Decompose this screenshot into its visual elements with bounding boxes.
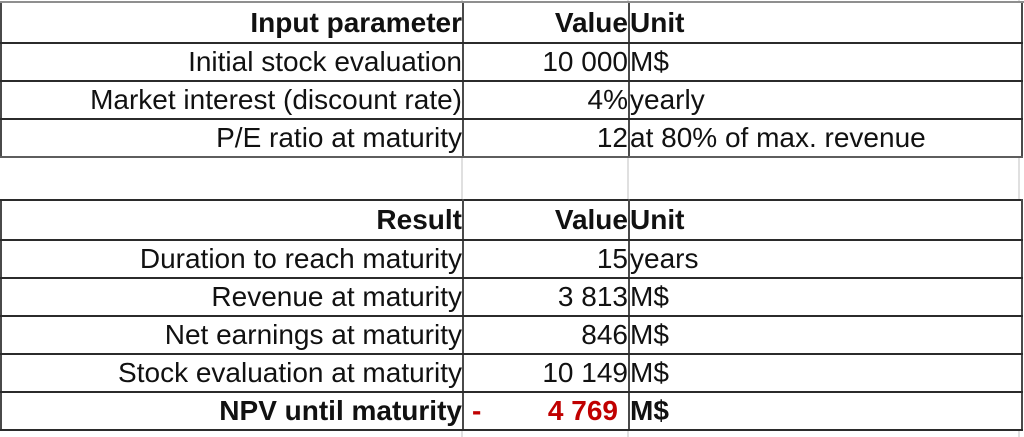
unit-cell[interactable]: at 80% of max. revenue (628, 118, 1023, 158)
unit-cell[interactable]: M$ (628, 353, 1023, 393)
value-cell[interactable]: 4% (462, 80, 630, 120)
npv-unit-cell[interactable]: M$ (628, 391, 1023, 431)
gridline-horizontal-top (0, 1, 1024, 3)
param-cell[interactable]: Net earnings at maturity (0, 315, 464, 355)
unit-cell[interactable]: M$ (628, 277, 1023, 317)
header-unit-cell[interactable]: Unit (628, 3, 1023, 44)
header-value-cell[interactable]: Value (462, 199, 630, 241)
header-value-cell[interactable]: Value (462, 3, 630, 44)
table-row: Market interest (discount rate) 4% yearl… (0, 80, 1023, 120)
accounting-format-value: - 4 769 (464, 395, 628, 427)
npv-param-cell[interactable]: NPV until maturity (0, 391, 464, 431)
value-cell[interactable]: 10 149 (462, 353, 630, 393)
npv-value-cell[interactable]: - 4 769 (462, 391, 630, 431)
header-param-cell[interactable]: Input parameter (0, 3, 464, 44)
table-row: Net earnings at maturity 846 M$ (0, 315, 1023, 355)
param-cell[interactable]: P/E ratio at maturity (0, 118, 464, 158)
negative-sign: - (472, 395, 482, 426)
unit-cell[interactable]: years (628, 239, 1023, 279)
table-header-row: Input parameter Value Unit (0, 3, 1023, 44)
npv-row: NPV until maturity - 4 769 M$ (0, 391, 1023, 431)
table-row: Stock evaluation at maturity 10 149 M$ (0, 353, 1023, 393)
param-cell[interactable]: Initial stock evaluation (0, 42, 464, 82)
param-cell[interactable]: Market interest (discount rate) (0, 80, 464, 120)
table-header-row: Result Value Unit (0, 199, 1023, 241)
results-table: Result Value Unit Duration to reach matu… (0, 199, 1023, 431)
unit-cell[interactable]: M$ (628, 315, 1023, 355)
param-cell[interactable]: Stock evaluation at maturity (0, 353, 464, 393)
value-cell[interactable]: 846 (462, 315, 630, 355)
input-parameters-table: Input parameter Value Unit Initial stock… (0, 3, 1023, 158)
unit-cell[interactable]: M$ (628, 42, 1023, 82)
value-cell[interactable]: 15 (462, 239, 630, 279)
value-cell[interactable]: 3 813 (462, 277, 630, 317)
table-row: Initial stock evaluation 10 000 M$ (0, 42, 1023, 82)
table-row: Duration to reach maturity 15 years (0, 239, 1023, 279)
value-cell[interactable]: 10 000 (462, 42, 630, 82)
table-row: Revenue at maturity 3 813 M$ (0, 277, 1023, 317)
header-unit-cell[interactable]: Unit (628, 199, 1023, 241)
value-cell[interactable]: 12 (462, 118, 630, 158)
npv-amount: 4 769 (547, 395, 618, 426)
param-cell[interactable]: Revenue at maturity (0, 277, 464, 317)
header-param-cell[interactable]: Result (0, 199, 464, 241)
unit-cell[interactable]: yearly (628, 80, 1023, 120)
param-cell[interactable]: Duration to reach maturity (0, 239, 464, 279)
table-row: P/E ratio at maturity 12 at 80% of max. … (0, 118, 1023, 158)
